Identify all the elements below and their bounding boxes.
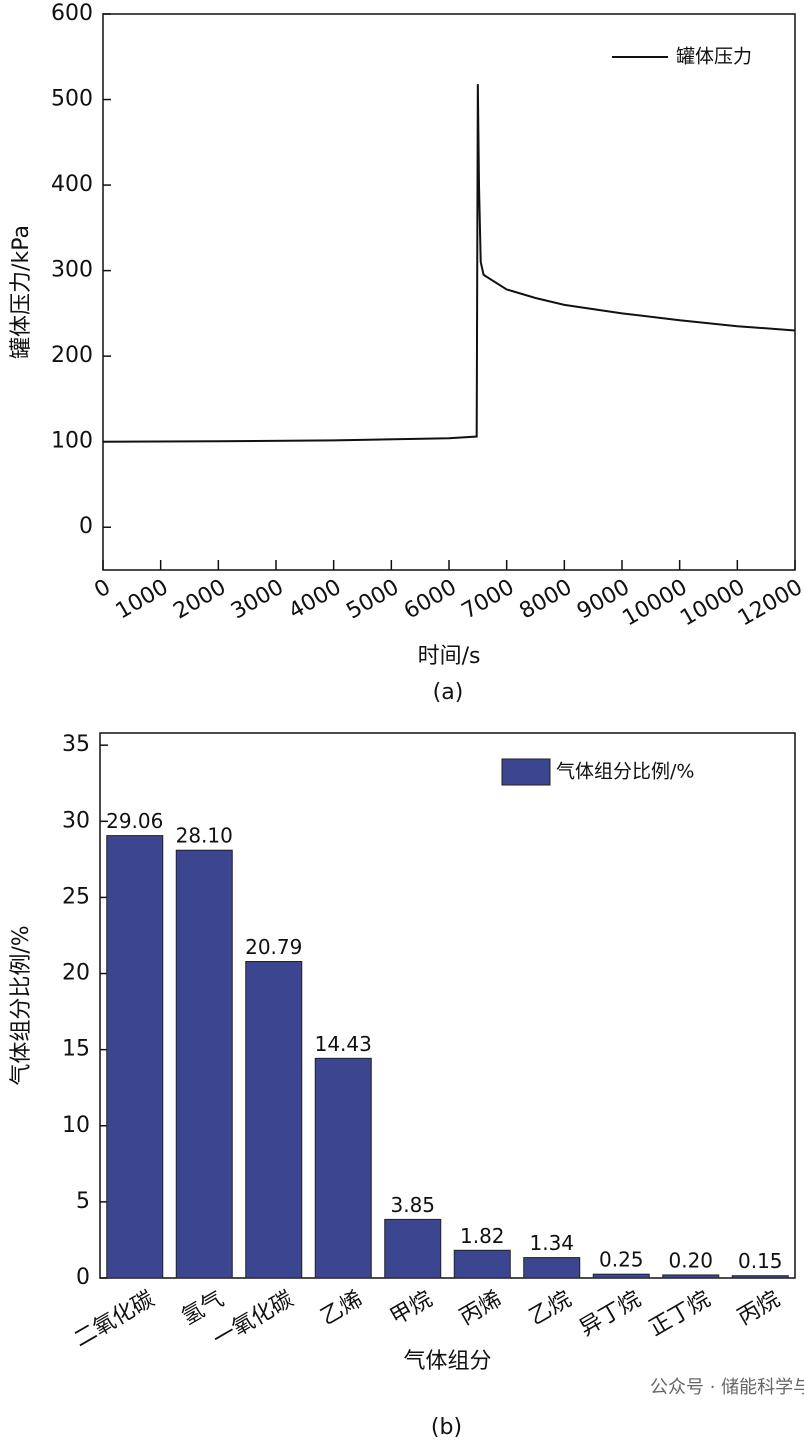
x-tick-label: 10000 <box>676 575 749 632</box>
y-tick-label: 25 <box>62 884 90 909</box>
watermark: 公众号 · 储能科学与技术 <box>650 1377 804 1398</box>
bar <box>662 1274 720 1279</box>
value-label: 28.10 <box>176 824 233 848</box>
x-tick-label: 6000 <box>400 575 461 625</box>
value-label: 3.85 <box>390 1193 435 1217</box>
x-tick-label: 甲烷 <box>386 1287 437 1331</box>
bar <box>245 961 303 1279</box>
value-label: 0.15 <box>738 1249 783 1273</box>
bar <box>314 1057 372 1279</box>
x-tick-label: 正丁烷 <box>645 1287 715 1342</box>
plot-frame <box>99 732 796 1279</box>
x-tick-label: 10000 <box>619 575 692 632</box>
y-tick-label: 0 <box>79 514 93 539</box>
y-tick-label: 35 <box>62 732 90 757</box>
y-tick-label: 20 <box>62 961 90 986</box>
value-label: 0.25 <box>599 1248 644 1272</box>
x-tick-label: 丙烷 <box>734 1287 785 1331</box>
x-tick-label: 7000 <box>458 575 519 625</box>
caption: (a) <box>433 680 464 705</box>
x-tick-label: 一氧化碳 <box>209 1287 298 1353</box>
value-label: 20.79 <box>245 935 302 959</box>
x-tick-label: 12000 <box>734 575 804 632</box>
x-tick-label: 二氧化碳 <box>70 1287 159 1353</box>
bar <box>592 1273 650 1279</box>
value-label: 1.34 <box>529 1231 574 1255</box>
y-tick-label: 500 <box>51 87 93 112</box>
x-tick-label: 乙烯 <box>317 1287 368 1331</box>
bar <box>731 1275 789 1279</box>
x-axis-label: 气体组分 <box>403 1349 491 1374</box>
y-tick-label: 200 <box>51 343 93 368</box>
value-label: 29.06 <box>106 809 163 833</box>
x-tick-label: 1000 <box>112 575 173 625</box>
x-tick-label: 乙烷 <box>525 1287 576 1331</box>
x-tick-label: 8000 <box>515 575 576 625</box>
legend-label: 气体组分比例/% <box>556 761 694 783</box>
plot-frame <box>102 13 796 571</box>
bar <box>523 1257 581 1279</box>
y-tick-label: 5 <box>76 1189 90 1214</box>
legend-swatch <box>501 758 551 786</box>
value-label: 14.43 <box>315 1032 372 1056</box>
x-tick-label: 2000 <box>169 575 230 625</box>
x-tick-label: 4000 <box>285 575 346 625</box>
value-label: 0.20 <box>668 1248 713 1272</box>
y-tick-label: 600 <box>51 1 93 26</box>
y-axis-label: 罐体压力/kPa <box>9 225 34 359</box>
x-axis-label: 时间/s <box>418 644 481 669</box>
y-axis-label: 气体组分比例/% <box>9 925 34 1085</box>
bar <box>453 1249 511 1279</box>
bar <box>384 1218 442 1279</box>
bar <box>175 849 233 1279</box>
x-tick-label: 丙烯 <box>456 1287 507 1331</box>
value-label: 1.82 <box>460 1224 505 1248</box>
y-tick-label: 0 <box>76 1265 90 1290</box>
x-tick-label: 3000 <box>227 575 288 625</box>
caption: (b) <box>431 1415 462 1440</box>
line-series <box>102 84 796 443</box>
legend-label: 罐体压力 <box>676 46 752 68</box>
y-tick-label: 10 <box>62 1113 90 1138</box>
x-tick-label: 异丁烷 <box>576 1287 646 1342</box>
y-tick-label: 30 <box>62 808 90 833</box>
x-tick-label: 0 <box>90 575 115 604</box>
bar <box>106 835 164 1279</box>
y-tick-label: 300 <box>51 258 93 283</box>
y-tick-label: 15 <box>62 1037 90 1062</box>
x-tick-label: 5000 <box>342 575 403 625</box>
y-tick-label: 400 <box>51 172 93 197</box>
y-tick-label: 100 <box>51 429 93 454</box>
